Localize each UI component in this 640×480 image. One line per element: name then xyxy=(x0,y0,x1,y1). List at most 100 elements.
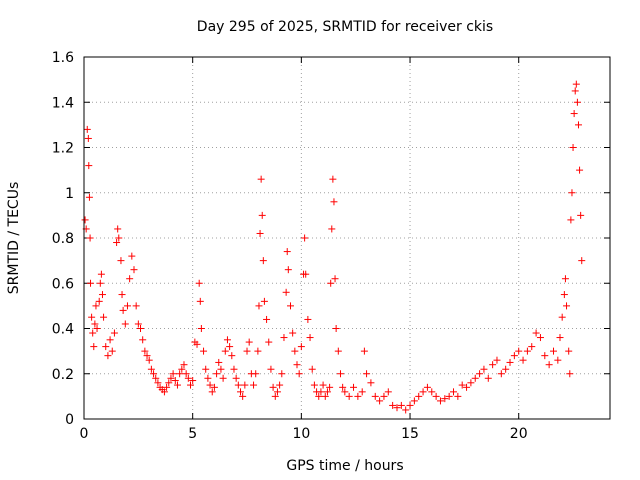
data-point xyxy=(354,392,362,400)
data-point xyxy=(84,134,92,142)
data-point xyxy=(321,392,329,400)
data-point xyxy=(97,270,105,278)
data-point xyxy=(293,361,301,369)
data-point xyxy=(114,225,122,233)
x-tick-label: 15 xyxy=(401,426,419,442)
data-point xyxy=(574,121,582,129)
data-point xyxy=(323,388,331,396)
data-point xyxy=(484,374,492,382)
data-point xyxy=(565,347,573,355)
data-point xyxy=(232,374,240,382)
data-point xyxy=(196,297,204,305)
data-point xyxy=(419,388,427,396)
data-point xyxy=(269,383,277,391)
data-point xyxy=(502,365,510,373)
data-point xyxy=(187,381,195,389)
data-point xyxy=(260,297,268,305)
data-point xyxy=(171,377,179,385)
data-point xyxy=(230,365,238,373)
data-point xyxy=(463,383,471,391)
data-point xyxy=(85,162,93,170)
data-point xyxy=(334,347,342,355)
y-tick-label: 1.2 xyxy=(52,141,74,157)
data-point xyxy=(83,125,91,133)
data-point xyxy=(202,365,210,373)
data-point xyxy=(90,343,98,351)
data-point xyxy=(204,374,212,382)
data-point xyxy=(143,352,151,360)
data-point xyxy=(236,388,244,396)
data-point xyxy=(471,374,479,382)
data-point xyxy=(250,381,258,389)
data-point xyxy=(389,401,397,409)
x-axis-label: GPS time / hours xyxy=(286,458,403,474)
data-point xyxy=(239,392,247,400)
data-point xyxy=(95,297,103,305)
data-point xyxy=(96,279,104,287)
data-point xyxy=(165,379,173,387)
data-point xyxy=(402,406,410,414)
data-point xyxy=(210,383,218,391)
y-tick-label: 0.8 xyxy=(52,231,74,247)
chart-title: Day 295 of 2025, SRMTID for receiver cki… xyxy=(197,19,493,35)
data-point xyxy=(213,370,221,378)
data-point xyxy=(100,313,108,321)
data-point xyxy=(578,257,586,265)
data-point xyxy=(189,377,197,385)
data-point xyxy=(89,329,97,337)
data-point xyxy=(489,361,497,369)
data-point xyxy=(86,234,94,242)
data-point xyxy=(167,374,175,382)
data-point xyxy=(476,370,484,378)
data-point xyxy=(228,352,236,360)
data-point xyxy=(252,370,260,378)
x-tick-label: 0 xyxy=(80,426,89,442)
data-point xyxy=(226,343,234,351)
data-point xyxy=(302,270,310,278)
data-point xyxy=(515,347,523,355)
data-point xyxy=(176,370,184,378)
data-point xyxy=(328,225,336,233)
data-point xyxy=(147,365,155,373)
data-point xyxy=(219,374,227,382)
data-point xyxy=(282,288,290,296)
data-point xyxy=(336,370,344,378)
data-point xyxy=(81,216,89,224)
data-point xyxy=(350,383,358,391)
data-point xyxy=(169,370,177,378)
data-point xyxy=(345,392,353,400)
data-points xyxy=(81,80,586,414)
y-tick-label: 1 xyxy=(65,186,74,202)
data-point xyxy=(428,388,436,396)
data-point xyxy=(506,358,514,366)
data-point xyxy=(278,370,286,378)
data-point xyxy=(295,370,303,378)
data-point xyxy=(556,334,564,342)
data-point xyxy=(436,397,444,405)
data-point xyxy=(384,388,392,396)
data-point xyxy=(245,338,253,346)
data-point xyxy=(108,347,116,355)
data-point xyxy=(450,388,458,396)
data-point xyxy=(410,397,418,405)
data-point xyxy=(134,320,142,328)
data-point xyxy=(358,388,366,396)
data-point xyxy=(528,343,536,351)
data-point xyxy=(243,347,251,355)
data-point xyxy=(182,370,190,378)
data-point xyxy=(200,347,208,355)
data-point xyxy=(536,334,544,342)
data-point xyxy=(286,302,294,310)
data-point xyxy=(206,381,214,389)
data-point xyxy=(234,381,242,389)
data-point xyxy=(152,374,160,382)
data-point xyxy=(393,404,401,412)
data-point xyxy=(263,315,271,323)
data-point xyxy=(301,234,309,242)
data-point xyxy=(341,388,349,396)
data-point xyxy=(241,381,249,389)
y-tick-label: 0.4 xyxy=(52,322,74,338)
data-point xyxy=(223,336,231,344)
data-point xyxy=(367,379,375,387)
data-point xyxy=(339,383,347,391)
